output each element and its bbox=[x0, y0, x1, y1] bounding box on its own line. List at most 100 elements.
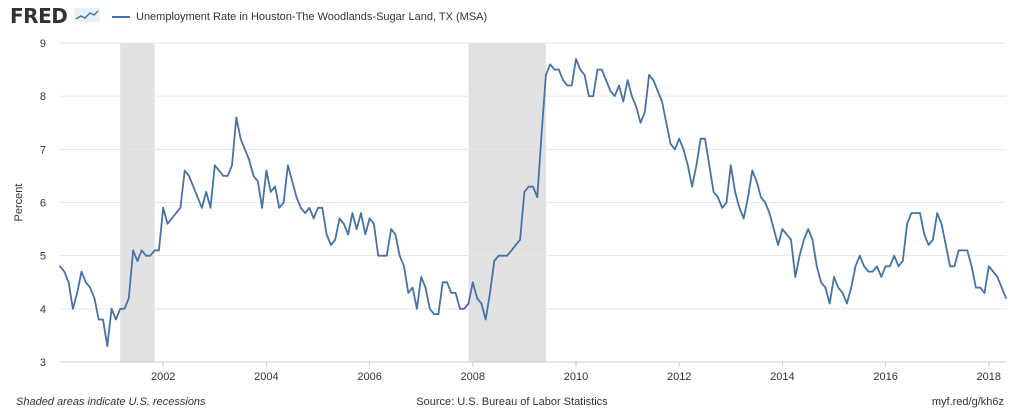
data-point bbox=[106, 345, 109, 347]
data-point bbox=[248, 159, 250, 161]
data-point bbox=[502, 254, 504, 257]
data-point bbox=[132, 249, 134, 252]
data-point bbox=[773, 228, 775, 230]
data-point bbox=[360, 212, 362, 214]
data-point bbox=[854, 265, 857, 268]
data-point bbox=[183, 169, 186, 172]
chart-header: FRED Unemployment Rate in Houston-The Wo… bbox=[0, 0, 1024, 34]
x-tick-label: 2008 bbox=[461, 371, 485, 383]
x-tick-label: 2004 bbox=[254, 371, 278, 383]
data-point bbox=[936, 212, 938, 214]
short-link[interactable]: myf.red/g/kh6z bbox=[931, 396, 1004, 408]
data-point bbox=[136, 260, 139, 262]
data-point bbox=[760, 196, 762, 198]
data-point bbox=[880, 276, 883, 278]
data-point bbox=[110, 308, 113, 310]
data-point bbox=[699, 137, 702, 140]
data-point bbox=[717, 196, 719, 198]
data-point bbox=[927, 244, 930, 246]
data-point bbox=[80, 270, 83, 273]
data-point bbox=[381, 254, 384, 257]
data-point bbox=[764, 201, 766, 204]
x-tick-label: 2006 bbox=[357, 371, 381, 383]
data-point bbox=[867, 270, 870, 273]
data-point bbox=[962, 249, 964, 252]
data-point bbox=[820, 281, 822, 284]
x-tick-label: 2018 bbox=[977, 371, 1001, 383]
data-point bbox=[497, 254, 500, 257]
data-point bbox=[63, 270, 66, 273]
data-point bbox=[480, 302, 483, 305]
data-point bbox=[768, 212, 771, 214]
data-point bbox=[140, 249, 143, 252]
data-point bbox=[102, 318, 104, 321]
data-point bbox=[330, 244, 332, 246]
data-point bbox=[790, 238, 792, 241]
data-point bbox=[261, 207, 263, 209]
data-point bbox=[287, 164, 289, 167]
data-point bbox=[476, 297, 478, 300]
data-point bbox=[398, 254, 401, 257]
data-point bbox=[97, 318, 100, 321]
fred-logo[interactable]: FRED bbox=[10, 4, 68, 28]
data-point bbox=[166, 223, 169, 225]
data-point bbox=[635, 106, 637, 108]
data-point bbox=[343, 223, 345, 225]
data-point bbox=[72, 308, 74, 310]
data-point bbox=[214, 164, 216, 167]
data-point bbox=[85, 281, 87, 284]
data-point bbox=[932, 238, 934, 241]
data-point bbox=[244, 148, 246, 151]
data-point bbox=[704, 137, 706, 140]
data-point bbox=[59, 265, 61, 268]
x-tick-label: 2016 bbox=[873, 371, 897, 383]
data-point bbox=[966, 249, 969, 252]
data-point bbox=[355, 228, 358, 230]
data-point bbox=[794, 276, 797, 278]
data-point bbox=[652, 79, 655, 81]
data-point bbox=[235, 116, 238, 119]
data-point bbox=[364, 233, 367, 236]
data-point bbox=[454, 292, 457, 294]
data-point bbox=[859, 254, 861, 257]
data-point bbox=[149, 254, 152, 257]
data-point bbox=[403, 265, 405, 268]
data-point bbox=[687, 164, 689, 167]
data-point bbox=[708, 164, 711, 167]
data-point bbox=[429, 308, 431, 310]
data-point bbox=[816, 265, 818, 268]
data-point bbox=[321, 207, 324, 209]
x-tick-label: 2012 bbox=[667, 371, 691, 383]
data-point bbox=[394, 233, 397, 236]
data-point bbox=[312, 217, 315, 220]
data-point bbox=[153, 249, 156, 252]
data-point bbox=[188, 175, 190, 177]
data-point bbox=[609, 90, 612, 92]
data-point bbox=[209, 207, 212, 209]
legend-label: Unemployment Rate in Houston-The Woodlan… bbox=[136, 11, 488, 23]
data-point bbox=[252, 175, 255, 177]
x-tick-label: 2010 bbox=[564, 371, 588, 383]
x-tick-label: 2014 bbox=[770, 371, 794, 383]
data-point bbox=[583, 74, 586, 76]
data-point bbox=[618, 84, 620, 87]
data-point bbox=[678, 137, 680, 140]
data-point bbox=[570, 84, 573, 87]
data-point bbox=[291, 180, 294, 182]
data-point bbox=[158, 249, 160, 252]
data-point bbox=[549, 63, 551, 66]
data-point bbox=[558, 68, 560, 71]
data-point bbox=[824, 286, 827, 289]
data-point bbox=[656, 90, 659, 92]
data-point bbox=[390, 228, 392, 230]
data-point bbox=[811, 238, 814, 241]
data-point bbox=[519, 238, 521, 241]
data-point bbox=[1005, 297, 1007, 300]
data-point bbox=[489, 292, 491, 294]
data-point bbox=[631, 95, 633, 97]
data-point bbox=[661, 100, 663, 103]
data-point bbox=[841, 292, 844, 294]
y-tick-label: 7 bbox=[40, 144, 46, 156]
data-point bbox=[695, 164, 698, 167]
